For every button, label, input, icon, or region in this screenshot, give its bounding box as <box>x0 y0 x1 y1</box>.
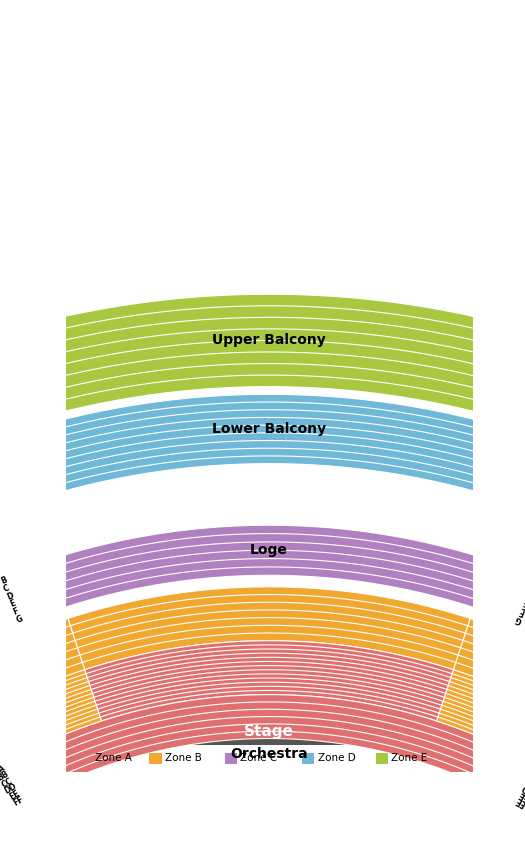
FancyBboxPatch shape <box>149 753 162 764</box>
Text: CC: CC <box>524 776 525 789</box>
FancyBboxPatch shape <box>80 753 92 764</box>
Text: Zone A: Zone A <box>95 753 132 763</box>
Text: F: F <box>12 606 20 616</box>
Text: G: G <box>15 614 24 625</box>
Polygon shape <box>0 766 20 867</box>
Text: FF: FF <box>11 795 25 808</box>
Text: F: F <box>518 606 525 616</box>
Text: E: E <box>521 599 525 609</box>
Text: Zone B: Zone B <box>165 753 202 763</box>
Text: BB: BB <box>0 770 10 783</box>
Text: E: E <box>9 599 17 609</box>
Polygon shape <box>25 525 513 615</box>
Text: EE: EE <box>517 789 525 802</box>
Text: Orchestra: Orchestra <box>230 746 308 761</box>
Text: Zone D: Zone D <box>318 753 355 763</box>
Text: Lower Balcony: Lower Balcony <box>212 422 326 436</box>
Text: DD: DD <box>520 782 525 796</box>
Text: Zone E: Zone E <box>391 753 427 763</box>
Text: C: C <box>3 583 11 594</box>
Text: FF: FF <box>513 795 525 808</box>
Polygon shape <box>0 394 525 536</box>
FancyBboxPatch shape <box>225 753 237 764</box>
Text: CC: CC <box>0 776 14 789</box>
FancyBboxPatch shape <box>375 753 388 764</box>
Polygon shape <box>0 618 85 867</box>
Text: B: B <box>0 576 8 586</box>
Polygon shape <box>437 669 525 867</box>
FancyBboxPatch shape <box>302 753 314 764</box>
Polygon shape <box>518 766 525 867</box>
Polygon shape <box>0 568 43 856</box>
Polygon shape <box>0 694 525 805</box>
Text: Stage: Stage <box>244 724 294 739</box>
Polygon shape <box>0 669 101 867</box>
Text: AA: AA <box>0 763 7 777</box>
FancyBboxPatch shape <box>186 718 352 746</box>
Text: G: G <box>514 614 523 625</box>
Polygon shape <box>0 294 525 500</box>
Text: Zone C: Zone C <box>240 753 277 763</box>
Text: D: D <box>5 590 15 602</box>
Polygon shape <box>85 641 454 721</box>
Text: D: D <box>523 590 525 602</box>
Polygon shape <box>496 568 525 856</box>
Text: Upper Balcony: Upper Balcony <box>212 334 326 348</box>
Text: EE: EE <box>7 789 21 802</box>
Text: DD: DD <box>3 782 18 796</box>
Polygon shape <box>454 618 525 867</box>
Polygon shape <box>68 587 470 669</box>
Text: Loge: Loge <box>250 544 288 557</box>
